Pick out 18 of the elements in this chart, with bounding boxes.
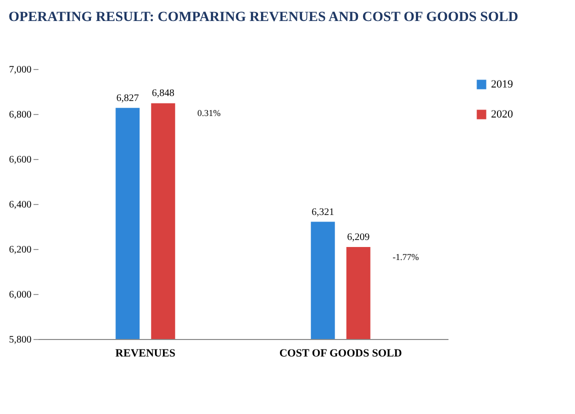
y-tick-label: 6,000 — [9, 290, 32, 300]
y-tick-label: 5,800 — [9, 334, 32, 346]
annotation: 0.31% — [197, 108, 222, 118]
chart-title: OPERATING RESULT: COMPARING REVENUES AND COST OF GOODS SOLD — [8, 10, 518, 25]
y-tick-label: 6,800 — [9, 110, 32, 120]
y-tick-label: 6,600 — [9, 154, 32, 166]
x-tick-label: COST OF GOODS SOLD — [279, 348, 402, 360]
x-tick-label: REVENUES — [115, 348, 176, 360]
data-label: 6,827 — [116, 92, 139, 104]
y-tick-label: 7,000 — [9, 64, 32, 76]
data-label: 6,209 — [347, 232, 370, 243]
data-label: 6,848 — [152, 88, 174, 100]
annotation: -1.77% — [392, 252, 420, 262]
data-label: 6,321 — [312, 206, 334, 218]
y-tick-label: 6,400 — [9, 200, 32, 210]
y-tick-label: 6,200 — [9, 244, 32, 256]
legend-label: 2020 — [491, 108, 514, 120]
legend-label: 2019 — [491, 78, 514, 90]
